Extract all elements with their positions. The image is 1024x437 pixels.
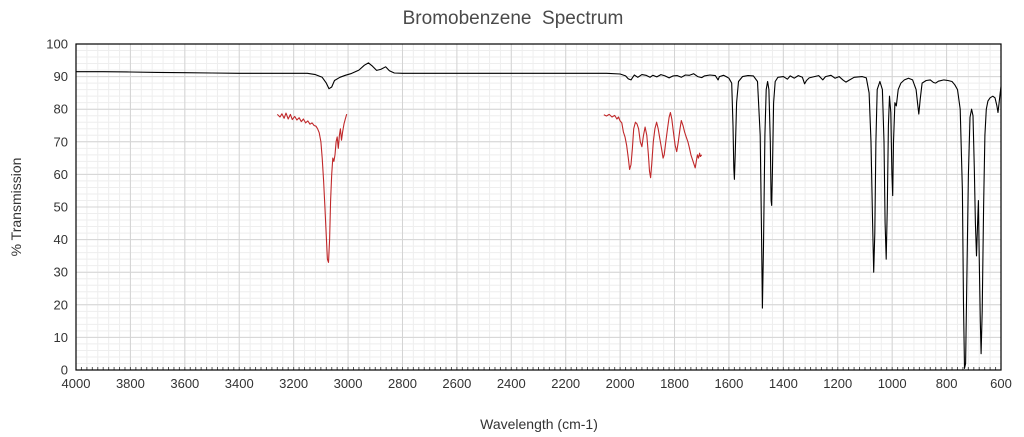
y-tick-label: 0 [61, 363, 68, 378]
x-tick-label: 3800 [116, 376, 145, 391]
x-tick-label: 3400 [225, 376, 254, 391]
y-tick-label: 30 [54, 265, 68, 280]
y-tick-label: 60 [54, 167, 68, 182]
x-tick-label: 2800 [388, 376, 417, 391]
x-tick-label: 2200 [551, 376, 580, 391]
x-tick-label: 600 [990, 376, 1012, 391]
x-tick-label: 2600 [442, 376, 471, 391]
x-tick-label: 3000 [334, 376, 363, 391]
series-line-2 [276, 111, 703, 263]
series-line-1 [76, 62, 1002, 369]
y-tick-label: 70 [54, 134, 68, 149]
x-tick-label: 1400 [769, 376, 798, 391]
x-tick-label: 2400 [497, 376, 526, 391]
x-tick-label: 1000 [878, 376, 907, 391]
x-axis-label: Wavelength (cm-1) [480, 416, 598, 432]
x-tick-label: 3200 [279, 376, 308, 391]
plot-border [75, 43, 1002, 371]
y-tick-label: 80 [54, 102, 68, 117]
y-tick-label: 20 [54, 297, 68, 312]
y-tick-label: 90 [54, 69, 68, 84]
y-tick-label: 40 [54, 232, 68, 247]
plot-area: 4000 3800 3600 3400 3200 3000 2800 2600 2400 2200… [46, 37, 1012, 392]
chart-title: Bromobenzene Spectrum [403, 8, 624, 29]
x-tick-label: 800 [936, 376, 958, 391]
y-axis-label: % Transmission [8, 158, 24, 257]
y-tick-label: 100 [46, 37, 68, 52]
y-tick-label: 10 [54, 330, 68, 345]
x-tick-label: 1600 [714, 376, 743, 391]
x-tick-label: 2000 [606, 376, 635, 391]
x-tick-label: 1200 [823, 376, 852, 391]
y-tick-label: 50 [54, 200, 68, 215]
x-tick-label: 4000 [62, 376, 91, 391]
x-tick-label: 1800 [660, 376, 689, 391]
x-tick-label: 3600 [170, 376, 199, 391]
